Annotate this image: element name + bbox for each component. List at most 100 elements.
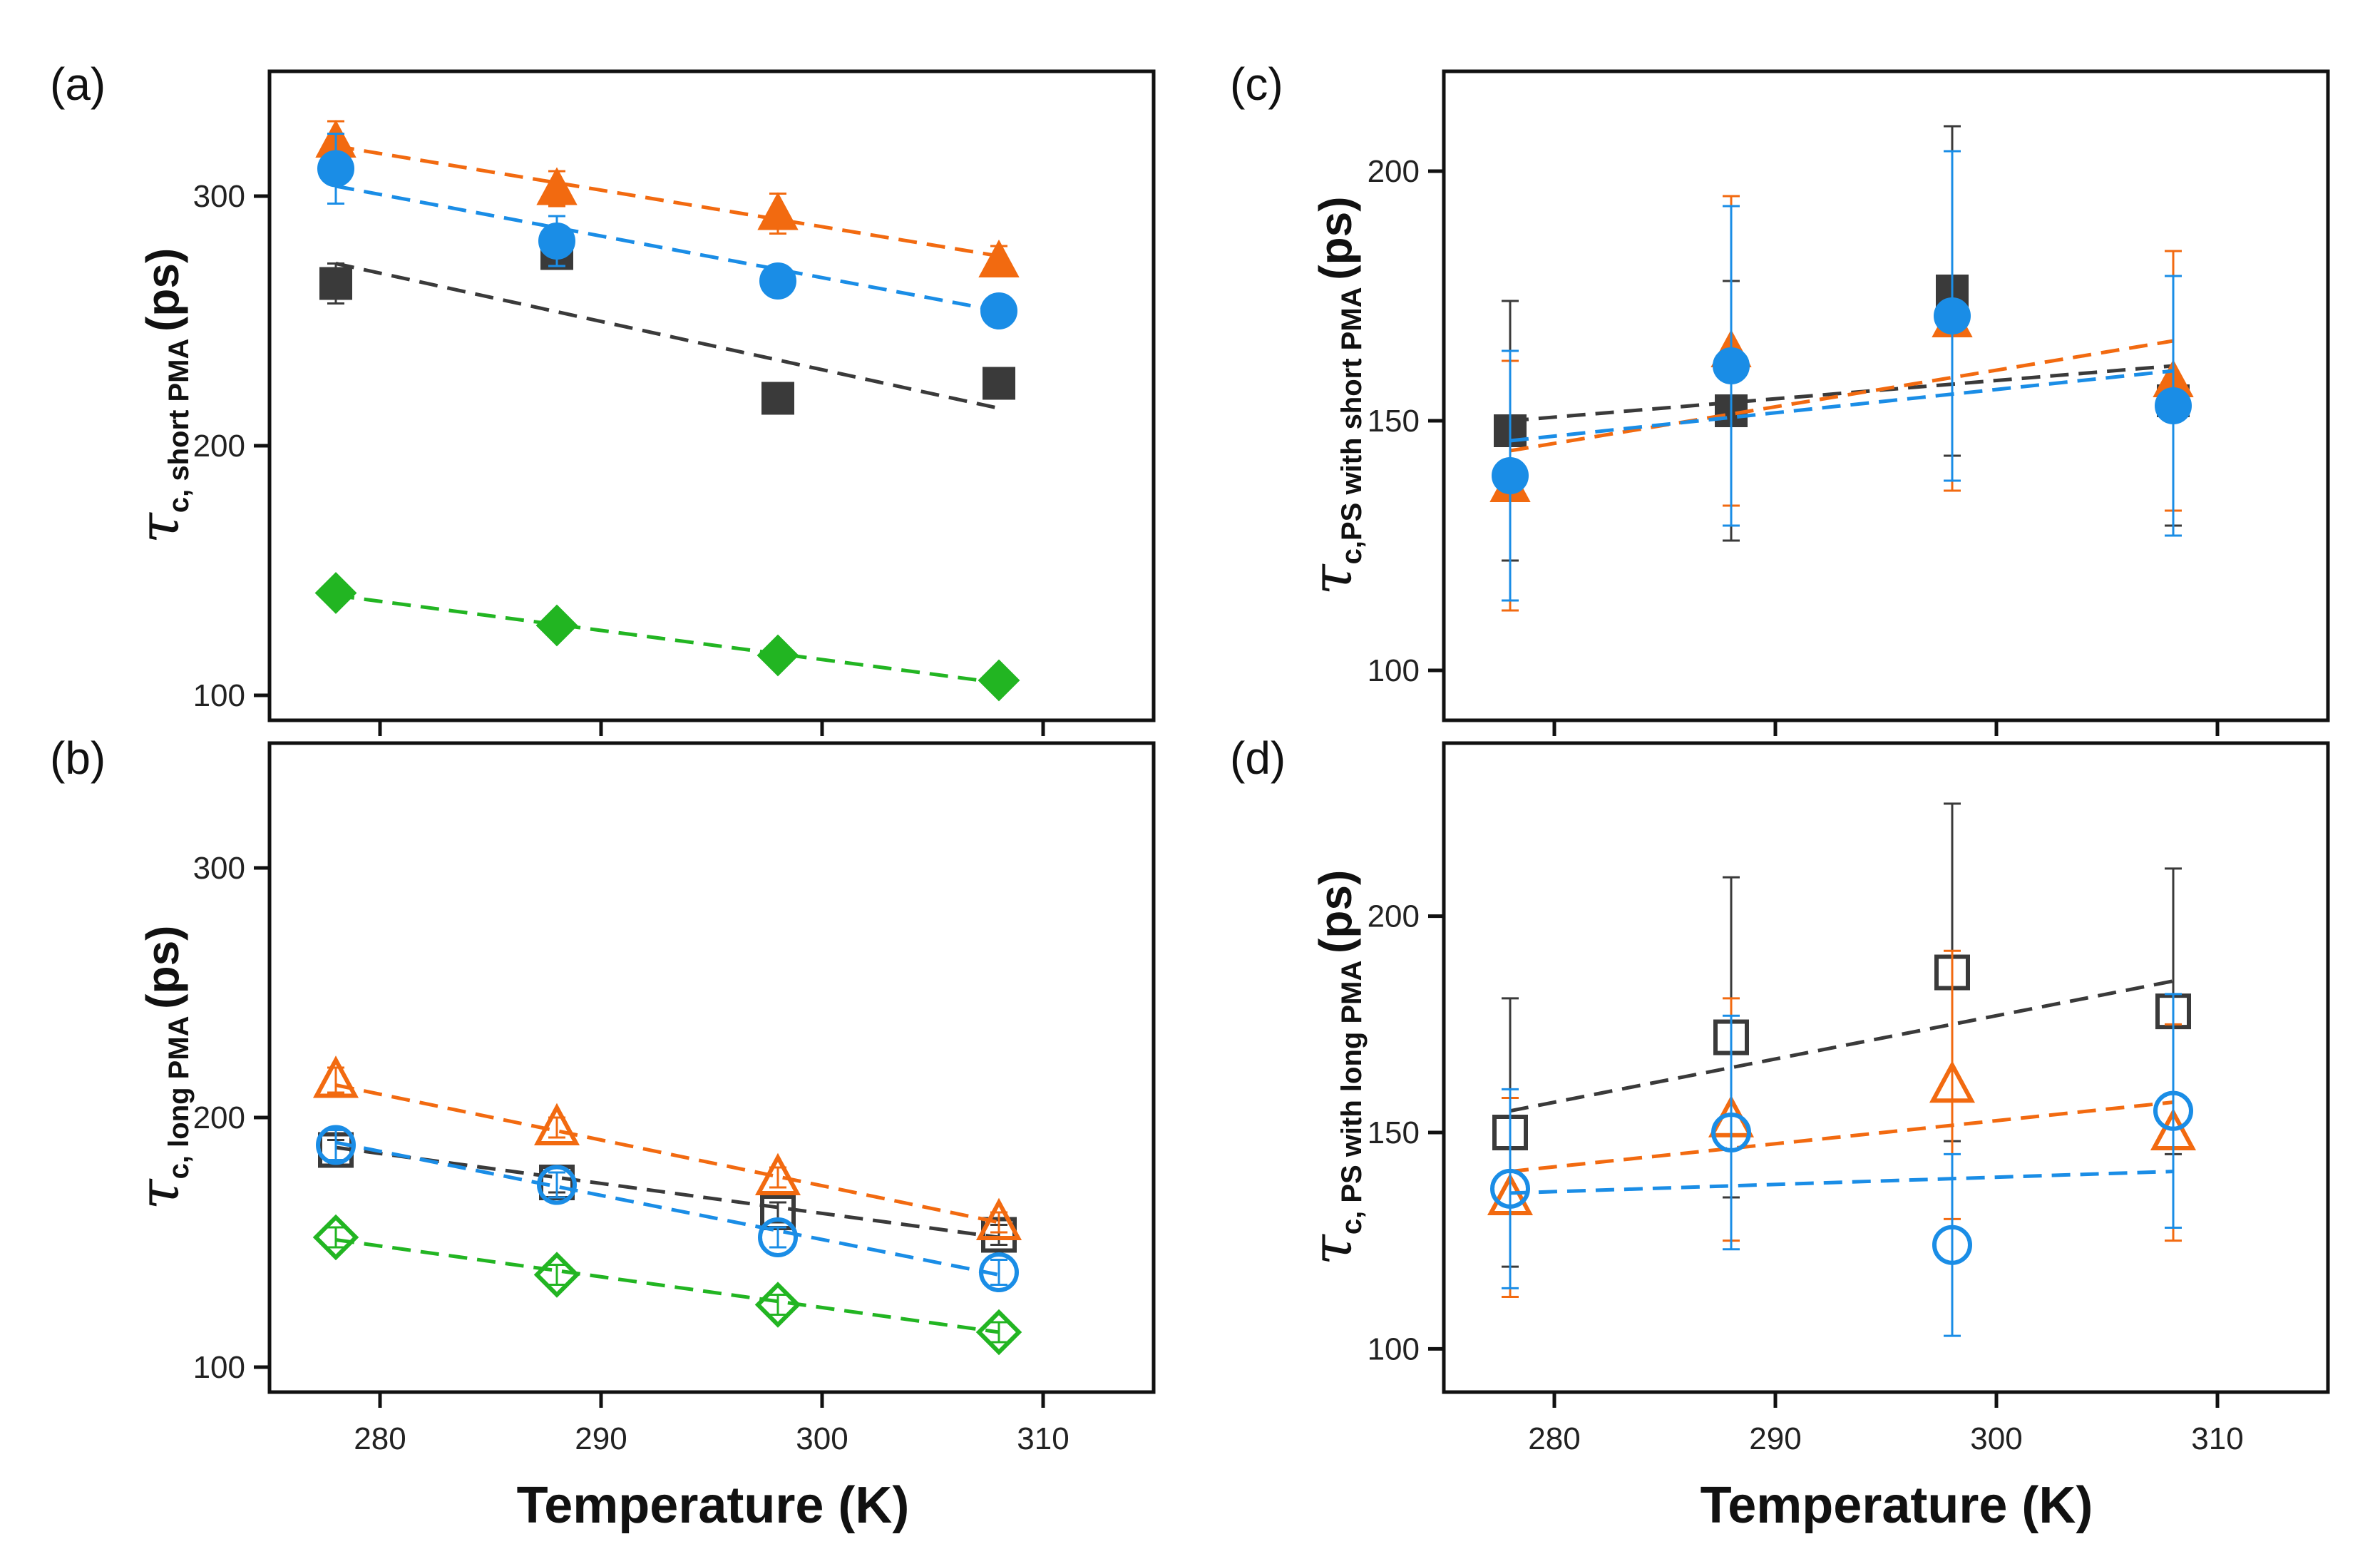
data-point-diamond [754,1282,801,1328]
error-bar [327,1226,344,1249]
panel-b: 280 290 300 310 100 200 300 (b) τc, long PMA (ps… [50,732,1156,1456]
plot-frame [267,69,1156,722]
fit-line [335,144,1000,258]
y-axis-label-unit: (ps) [1310,196,1361,280]
data-point-circle [1932,1225,1972,1265]
error-bar [548,1171,565,1199]
plot-frame [1442,741,2330,1394]
series-circle [316,1125,1019,1292]
data-point-circle [759,262,796,300]
error-bar [1502,1088,1519,1289]
y-axis-label: τc,PS with short PMA (ps) [1301,196,1368,595]
y-axis-label-symbol: τ [1301,1233,1365,1265]
data-point-diamond [975,1309,1022,1356]
series-square [318,1132,1017,1253]
panel-label: (c) [1230,58,1283,110]
data-point-triangle [312,1055,359,1098]
data-point-square [983,367,1015,400]
fit-line [335,1238,1000,1334]
y-axis-label-symbol: τ [128,1177,192,1210]
data-point-circle [1490,1168,1530,1209]
data-point-square [761,382,794,415]
data-point-circle [980,292,1017,329]
y-axis-label-unit: (ps) [137,248,188,332]
x-tick-label: 280 [354,1421,406,1456]
data-point-circle [1934,297,1971,334]
y-tick-label: 200 [193,1100,245,1135]
error-bar [769,1226,786,1249]
plot-frame [1442,69,2330,722]
data-point-circle [317,150,354,188]
panel-label: (a) [50,58,106,110]
x-tick-label: 300 [1970,1421,2022,1456]
data-point-triangle [536,167,578,205]
error-bar [2165,993,2182,1229]
x-axis-label-left: Temperature (K) [517,1477,910,1534]
y-tick-label: 100 [1368,653,1420,688]
fit-line [335,262,1000,410]
fit-line [335,1145,1000,1239]
y-tick-label: 200 [193,429,245,464]
panel-a: 100 200 300 (a) τc, short PMA (ps) [50,58,1156,736]
data-point-circle [1492,457,1529,494]
y-axis-label-subscript: c, long PMA [163,1009,195,1180]
series-circle [317,133,1017,329]
panel-c: 100 150 200 (c) τc,PS with short PMA (ps) [1230,58,2330,736]
data-point-circle [316,1125,356,1165]
series-triangle [315,119,1020,277]
data-point-square [319,267,352,300]
series-square [1494,125,2190,562]
data-point-triangle [975,1197,1022,1240]
error-bar [990,1321,1007,1344]
data-point-diamond [535,604,578,647]
y-axis-label-subscript: c, short PMA [163,332,195,513]
y-axis-label-symbol: τ [128,511,192,543]
data-point-triangle [533,1103,580,1145]
series-diamond [314,572,1020,702]
y-tick-label: 150 [1368,1115,1420,1150]
fit-line [1509,369,2174,443]
series-triangle [312,1055,1022,1240]
fit-line [335,184,1000,313]
x-tick-label: 300 [796,1421,848,1456]
y-tick-label: 150 [1368,404,1420,439]
fit-line [1509,364,2174,423]
data-point-diamond [533,1252,580,1298]
panel-d: 280 290 300 310 100 150 200 (d) τc, PS with long… [1230,732,2330,1456]
plot-frame [267,741,1156,1394]
data-point-circle [537,1165,577,1205]
data-point-circle [1713,347,1750,384]
fit-line [1509,979,2174,1113]
data-point-circle [2155,387,2192,424]
error-bar [1944,1152,1961,1337]
data-point-triangle [978,239,1020,277]
data-point-circle [538,223,575,260]
series-square [1492,802,2191,1268]
x-tick-label: 290 [575,1421,627,1456]
y-tick-label: 200 [1368,154,1420,189]
series-circle [1490,993,2193,1337]
y-axis-label-subscript: c,PS with short PMA [1336,280,1368,565]
series-circle [1492,150,2192,602]
error-bar [990,1259,1007,1286]
y-tick-label: 100 [1368,1331,1420,1366]
series-triangle [1487,949,2197,1299]
data-point-circle [2153,1090,2193,1131]
error-bar [769,1294,786,1316]
fit-line [1509,1100,2174,1174]
y-axis-label: τc, PS with long PMA (ps) [1301,870,1368,1266]
data-point-diamond [314,572,357,614]
fit-line [335,1083,1000,1225]
x-tick-label: 290 [1749,1421,1801,1456]
fit-line [335,593,1000,685]
fit-line [1509,1170,2174,1195]
y-tick-label: 100 [193,678,245,713]
error-bar [548,1264,565,1286]
y-tick-label: 300 [193,851,245,886]
x-axis-label-right: Temperature (K) [1701,1477,2093,1534]
x-tick-label: 280 [1528,1421,1580,1456]
y-axis-label-symbol: τ [1301,563,1365,595]
y-axis-label-unit: (ps) [1310,870,1361,954]
data-point-circle [758,1217,798,1257]
